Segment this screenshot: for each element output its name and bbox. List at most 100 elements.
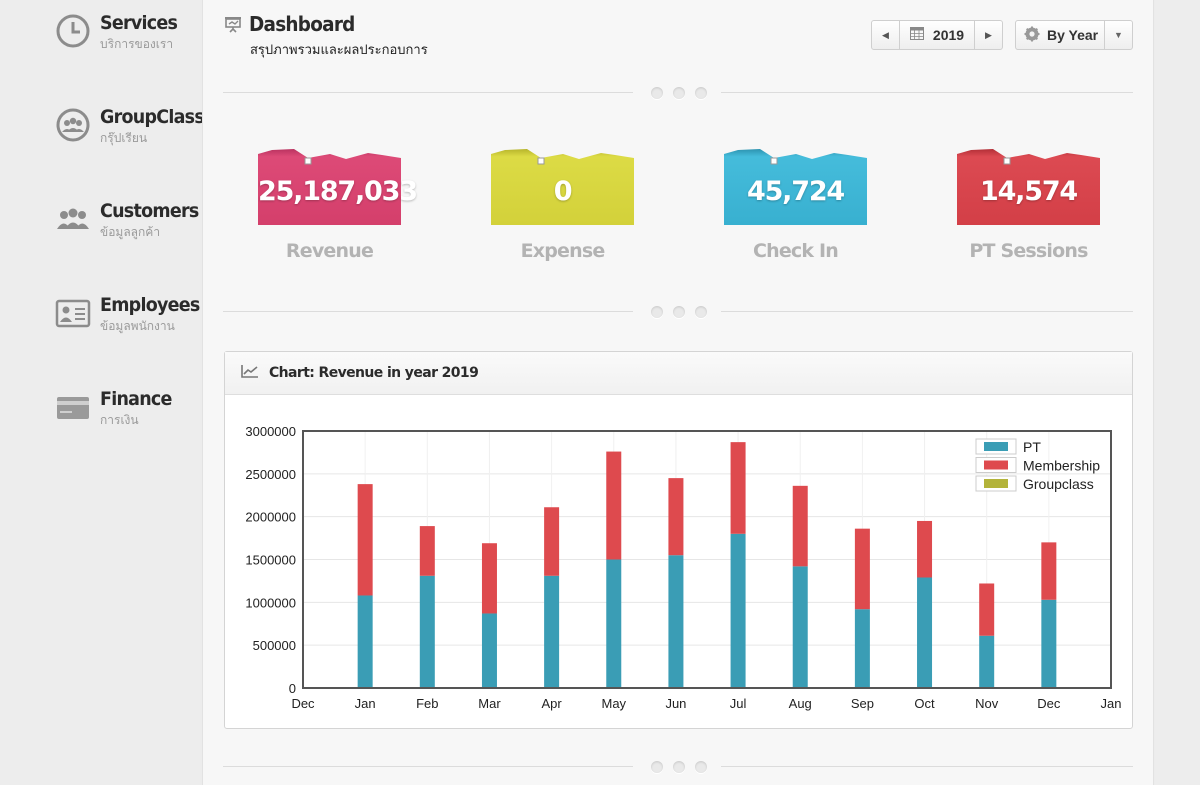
period-mode-dropdown[interactable]: By Year ▼: [1015, 20, 1133, 50]
right-margin: [1155, 0, 1200, 785]
sidebar-item-sublabel: กรุ๊ปเรียน: [100, 131, 148, 145]
bar-membership-jan[interactable]: [357, 484, 373, 596]
stat-card-background: [491, 149, 634, 225]
bar-pt-oct[interactable]: [917, 577, 933, 688]
x-tick-label: Jun: [665, 696, 686, 711]
chart-title: Chart: Revenue in year 2019: [269, 365, 479, 381]
bar-pt-mar[interactable]: [481, 613, 497, 688]
x-tick-label: Apr: [541, 696, 562, 711]
stat-value: 14,574: [980, 176, 1078, 207]
stat-label: Expense: [520, 240, 606, 262]
x-tick-label: Jan: [1101, 696, 1122, 711]
bar-membership-mar[interactable]: [481, 543, 497, 614]
year-display[interactable]: 2019: [899, 21, 975, 49]
x-tick-label: Dec: [1037, 696, 1061, 711]
calendar-icon: [909, 27, 924, 43]
clock-icon: [54, 12, 92, 50]
y-tick-label: 1500000: [245, 553, 296, 568]
chevron-down-icon: ▼: [1104, 21, 1132, 49]
bar-pt-feb[interactable]: [419, 575, 435, 688]
sidebar-item-customers[interactable]: Customers ข้อมูลลูกค้า: [54, 200, 207, 242]
section-divider: [223, 760, 1133, 774]
x-tick-label: Sep: [851, 696, 874, 711]
x-tick-label: May: [601, 696, 626, 711]
bar-pt-nov[interactable]: [979, 635, 995, 688]
bar-pt-jul[interactable]: [730, 533, 746, 688]
y-tick-label: 2000000: [245, 510, 296, 525]
gear-icon: [1024, 26, 1040, 45]
sidebar-item-label: Finance: [100, 388, 172, 410]
bar-membership-nov[interactable]: [979, 583, 995, 636]
revenue-chart-panel: Chart: Revenue in year 2019 0 500000 10000…: [224, 351, 1133, 729]
revenue-bar-chart: 0 500000 1000000 1500000 2000000 2500000 30000…: [245, 424, 1122, 711]
bar-pt-dec[interactable]: [1041, 599, 1057, 688]
chart-header: Chart: Revenue in year 2019: [225, 352, 1132, 395]
page-title: Dashboard: [249, 12, 355, 36]
sidebar-item-sublabel: ข้อมูลลูกค้า: [100, 225, 161, 239]
period-mode-label: By Year: [1047, 27, 1099, 43]
sidebar-item-label: Customers: [100, 200, 199, 222]
stat-value: 45,724: [747, 176, 845, 207]
presentation-icon: [223, 14, 243, 39]
chevron-right-icon: ▶: [985, 29, 992, 40]
stat-pt-sessions: 14,574 PT Sessions: [957, 146, 1100, 262]
x-tick-label: Nov: [975, 696, 999, 711]
x-tick-label: Dec: [291, 696, 315, 711]
sidebar-item-finance[interactable]: Finance การเงิน: [54, 388, 178, 430]
stat-card-background: [258, 149, 401, 225]
stat-value: 25,187,033: [258, 176, 418, 207]
year-selector: ◀ 2019 ▶: [871, 20, 1003, 50]
bar-membership-aug[interactable]: [792, 485, 808, 567]
plot-frame: [302, 430, 1112, 689]
section-divider: [223, 86, 1133, 100]
legend-label: Membership: [1023, 458, 1100, 474]
x-tick-label: Mar: [478, 696, 501, 711]
stat-label: PT Sessions: [969, 240, 1088, 262]
stat-card-background: [957, 149, 1100, 225]
bar-pt-sep[interactable]: [854, 609, 870, 688]
x-tick-label: Feb: [416, 696, 438, 711]
bar-membership-jul[interactable]: [730, 442, 746, 534]
bar-pt-aug[interactable]: [792, 566, 808, 688]
sidebar-item-services[interactable]: Services บริการของเรา: [54, 12, 184, 54]
legend-label: PT: [1023, 439, 1041, 455]
bar-membership-sep[interactable]: [854, 528, 870, 610]
bar-membership-apr[interactable]: [544, 507, 560, 576]
sidebar: Services บริการของเรา GroupClass กรุ๊ปเร…: [0, 0, 205, 785]
stat-expense: 0 Expense: [491, 146, 634, 262]
stat-label: Revenue: [285, 240, 374, 262]
bar-membership-jun[interactable]: [668, 478, 684, 556]
stat-value: 0: [553, 176, 573, 207]
next-year-button[interactable]: ▶: [975, 21, 1002, 49]
y-tick-label: 3000000: [245, 424, 296, 439]
line-chart-icon: [241, 364, 259, 383]
bar-pt-jan[interactable]: [357, 595, 373, 688]
legend-swatch: [984, 479, 1008, 488]
sidebar-item-label: GroupClass: [100, 106, 205, 128]
sidebar-item-employees[interactable]: Employees ข้อมูลพนักงาน: [54, 294, 208, 336]
bar-membership-feb[interactable]: [419, 526, 435, 576]
bar-pt-may[interactable]: [606, 559, 622, 689]
users-icon: [54, 200, 92, 238]
sidebar-item-groupclass[interactable]: GroupClass กรุ๊ปเรียน: [54, 106, 213, 148]
section-divider: [223, 305, 1133, 319]
prev-year-button[interactable]: ◀: [872, 21, 899, 49]
bar-pt-apr[interactable]: [544, 575, 560, 688]
bar-membership-may[interactable]: [606, 451, 622, 560]
page-subtitle: สรุปภาพรวมและผลประกอบการ: [250, 42, 428, 57]
credit-card-icon: [54, 388, 92, 426]
x-tick-label: Aug: [789, 696, 812, 711]
legend-label: Groupclass: [1023, 476, 1094, 492]
sidebar-item-sublabel: ข้อมูลพนักงาน: [100, 319, 175, 333]
stat-revenue: 25,187,033 Revenue: [258, 146, 418, 262]
id-card-icon: [54, 294, 92, 332]
bar-membership-oct[interactable]: [917, 520, 933, 578]
x-tick-label: Oct: [914, 696, 935, 711]
sidebar-item-sublabel: การเงิน: [100, 413, 139, 427]
year-value: 2019: [932, 27, 965, 43]
bar-pt-jun[interactable]: [668, 555, 684, 688]
bar-membership-dec[interactable]: [1041, 542, 1057, 600]
y-tick-label: 2500000: [245, 467, 296, 482]
y-tick-label: 500000: [253, 638, 296, 653]
sidebar-item-sublabel: บริการของเรา: [100, 37, 174, 51]
